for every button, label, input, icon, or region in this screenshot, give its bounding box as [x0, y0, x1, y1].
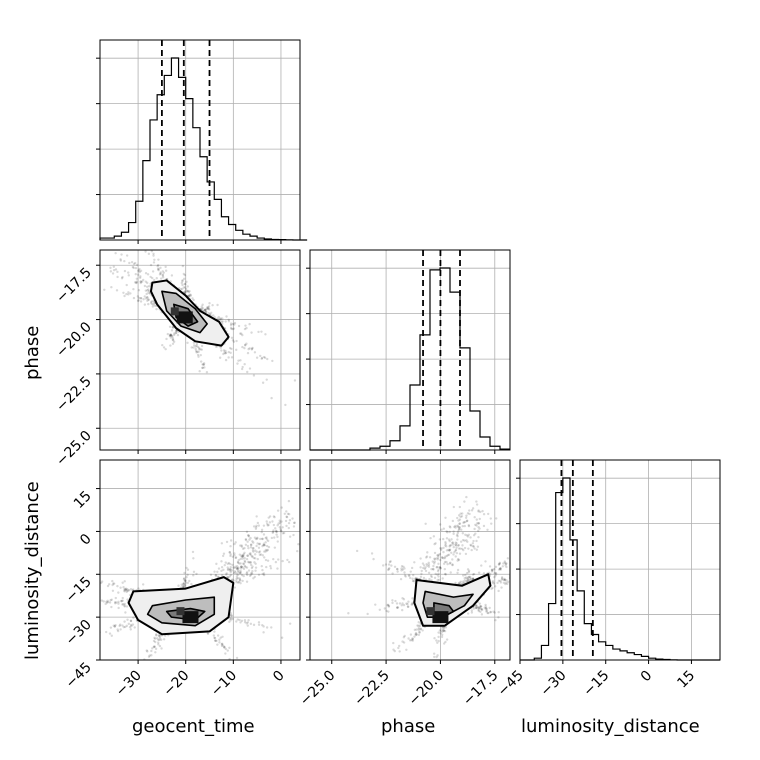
scatter-panel-geocent_time-phase: [96, 249, 301, 454]
ytick-label-luminosity_distance: −15: [63, 574, 95, 606]
hist-panel-phase: [306, 249, 511, 454]
ytick-label-phase: −25.0: [53, 428, 95, 470]
density-peak: [432, 611, 449, 624]
scatter-panel-geocent_time-luminosity_distance: [96, 459, 301, 664]
ytick-label-luminosity_distance: 0: [77, 531, 95, 549]
xtick-label-phase: −22.5: [351, 668, 393, 710]
xlabel-phase: phase: [381, 716, 436, 737]
xtick-label-phase: −25.0: [297, 668, 339, 710]
panel-frame: [309, 459, 511, 661]
ytick-label-luminosity_distance: −45: [63, 660, 95, 692]
density-peak: [170, 307, 179, 316]
xtick-label-luminosity_distance: −30: [537, 668, 569, 700]
ytick-label-phase: −17.5: [53, 265, 95, 307]
xtick-label-luminosity_distance: 0: [638, 668, 656, 686]
ylabel-luminosity-distance: luminosity_distance: [22, 481, 43, 660]
panel-frame: [99, 39, 301, 241]
density-peak: [176, 607, 185, 616]
xtick-label-luminosity_distance: 15: [674, 668, 698, 692]
panel-frame: [99, 459, 301, 661]
xtick-label-luminosity_distance: −45: [495, 668, 527, 700]
hist-panel-luminosity_distance: [516, 459, 721, 664]
xtick-label-geocent_time: −20: [160, 668, 192, 700]
xtick-label-geocent_time: −30: [113, 668, 145, 700]
xtick-label-geocent_time: −10: [208, 668, 240, 700]
ytick-label-phase: −20.0: [53, 319, 95, 361]
scatter-panel-phase-luminosity_distance: [306, 459, 511, 664]
panel-frame: [99, 249, 301, 451]
xtick-label-geocent_time: 0: [270, 668, 288, 686]
ylabel-phase: phase: [22, 325, 43, 380]
xtick-label-phase: −20.0: [406, 668, 448, 710]
xlabel-geocent-time: geocent_time: [132, 716, 255, 737]
ytick-label-phase: −22.5: [53, 373, 95, 415]
density-peak: [426, 607, 435, 616]
hist-panel-geocent_time: [96, 39, 308, 244]
panel-frame: [309, 249, 511, 451]
panel-frame: [519, 459, 721, 661]
histogram-geocent_time: [99, 57, 308, 241]
ytick-label-luminosity_distance: −30: [63, 617, 95, 649]
density-peak: [176, 311, 193, 324]
ytick-label-luminosity_distance: 15: [71, 488, 95, 512]
xtick-label-luminosity_distance: −15: [580, 668, 612, 700]
density-peak: [182, 611, 199, 624]
xlabel-luminosity-distance: luminosity_distance: [521, 716, 700, 737]
